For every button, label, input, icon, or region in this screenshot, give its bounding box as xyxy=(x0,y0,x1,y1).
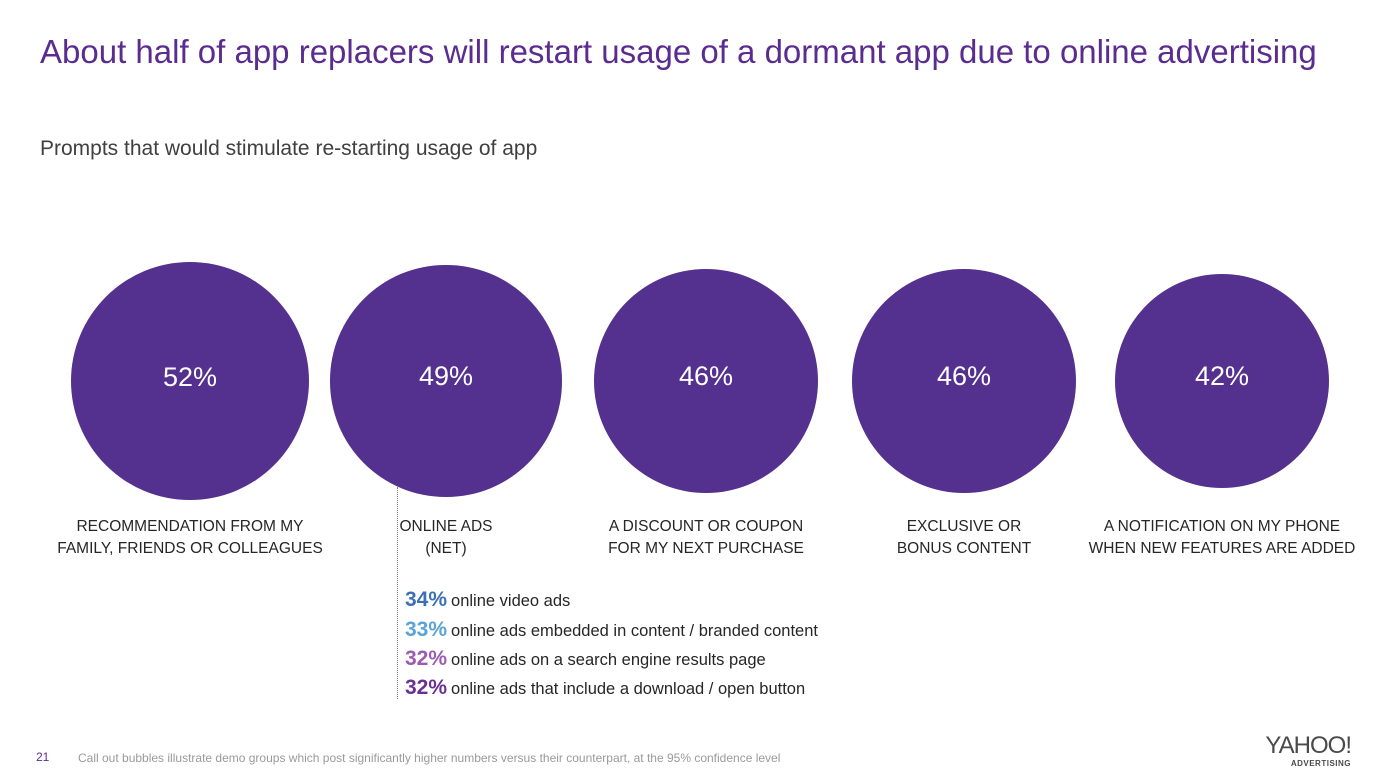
breakdown-percent: 33% xyxy=(405,618,448,641)
logo-subtext: ADVERTISING xyxy=(1290,759,1351,768)
online-ads-breakdown-item: 34% online video ads xyxy=(405,588,570,612)
breakdown-percent: 32% xyxy=(405,647,448,670)
page-subtitle: Prompts that would stimulate re-starting… xyxy=(40,137,538,160)
bubble-category-label: EXCLUSIVE OR BONUS CONTENT xyxy=(896,518,1032,557)
breakdown-label: online video ads xyxy=(451,592,571,610)
breakdown-label: online ads that include a download / ope… xyxy=(451,680,806,698)
footnote: Call out bubbles illustrate demo groups … xyxy=(78,751,781,765)
bubble-4: 46% xyxy=(852,269,1076,493)
online-ads-connector-line xyxy=(397,487,398,699)
bubble-category-label: ONLINE ADS (NET) xyxy=(399,518,493,557)
bubble-value-label: 46% xyxy=(936,361,991,392)
bubble-2: 49% xyxy=(330,265,562,497)
breakdown-label: online ads on a search engine results pa… xyxy=(451,651,766,669)
breakdown-percent: 32% xyxy=(405,676,448,699)
bubble-value-label: 49% xyxy=(418,361,473,392)
breakdown-label: online ads embedded in content / branded… xyxy=(451,622,818,640)
page-title: About half of app replacers will restart… xyxy=(40,33,1317,70)
online-ads-breakdown-item: 32% online ads that include a download / … xyxy=(405,676,805,700)
bubble-5: 42% xyxy=(1115,274,1329,488)
bubble-category-label: RECOMMENDATION FROM MY FAMILY, FRIENDS O… xyxy=(57,518,323,557)
yahoo-advertising-logo: YAHOO! ADVERTISING xyxy=(1265,732,1352,769)
logo-wordmark: YAHOO! xyxy=(1265,732,1352,759)
online-ads-breakdown-item: 32% online ads on a search engine results… xyxy=(405,647,766,671)
bubble-value-label: 42% xyxy=(1194,361,1250,392)
page-number: 21 xyxy=(36,750,50,764)
bubble-3: 46% xyxy=(594,269,818,493)
bubble-value-label: 52% xyxy=(162,361,218,392)
bubble-category-label: A NOTIFICATION ON MY PHONE WHEN NEW FEAT… xyxy=(1088,518,1356,557)
bubble-1: 52% xyxy=(71,262,309,500)
breakdown-percent: 34% xyxy=(405,588,448,611)
bubble-value-label: 46% xyxy=(678,361,733,392)
bubble-category-label: A DISCOUNT OR COUPON FOR MY NEXT PURCHAS… xyxy=(608,518,804,557)
online-ads-breakdown-item: 33% online ads embedded in content / bran… xyxy=(405,618,818,642)
